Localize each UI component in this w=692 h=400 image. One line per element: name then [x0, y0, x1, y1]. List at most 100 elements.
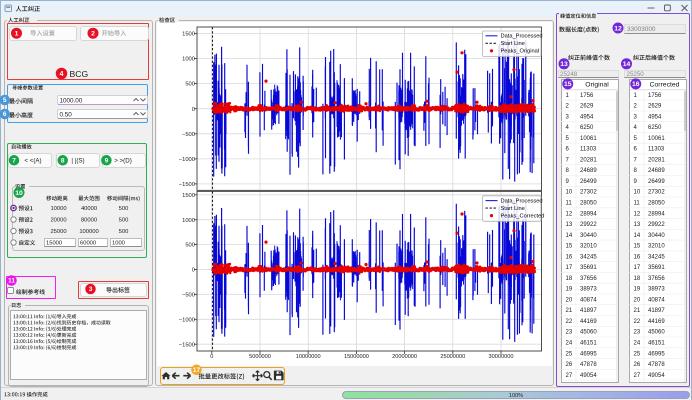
svg-text:7: 7 — [634, 157, 638, 163]
svg-text:10: 10 — [634, 190, 641, 196]
svg-text:10061: 10061 — [580, 136, 597, 142]
svg-text:6: 6 — [3, 111, 7, 118]
svg-text:25000: 25000 — [50, 229, 66, 235]
svg-text:BCG: BCG — [70, 69, 89, 79]
svg-text:12: 12 — [566, 211, 573, 217]
svg-text:25000000: 25000000 — [440, 354, 465, 360]
svg-text:7: 7 — [566, 157, 570, 163]
svg-text:11303: 11303 — [580, 147, 597, 153]
svg-text:1000: 1000 — [182, 57, 195, 63]
svg-text:500: 500 — [119, 218, 129, 224]
svg-text:10000000: 10000000 — [296, 354, 321, 360]
svg-text:27302: 27302 — [580, 190, 597, 196]
svg-text:10000: 10000 — [50, 206, 66, 212]
svg-text:7: 7 — [12, 158, 16, 165]
svg-text:17: 17 — [566, 265, 573, 271]
svg-text:10: 10 — [15, 190, 23, 197]
svg-text:34245: 34245 — [580, 254, 597, 260]
svg-text:3: 3 — [566, 114, 570, 120]
svg-text:46151: 46151 — [648, 341, 665, 347]
svg-text:Data_Processed: Data_Processed — [501, 198, 543, 204]
svg-text:500: 500 — [185, 243, 195, 249]
svg-text:| |(S): | |(S) — [71, 158, 84, 165]
svg-text:0.50: 0.50 — [60, 112, 73, 119]
svg-text:14: 14 — [566, 233, 573, 239]
svg-text:Peaks_Original: Peaks_Original — [501, 49, 540, 55]
svg-text:−500: −500 — [182, 293, 195, 299]
svg-text:45060: 45060 — [580, 330, 597, 336]
svg-text:6: 6 — [634, 147, 638, 153]
svg-text:8: 8 — [61, 158, 65, 165]
svg-text:4: 4 — [634, 125, 638, 131]
svg-text:35691: 35691 — [580, 265, 597, 271]
svg-text:−1000: −1000 — [179, 317, 195, 323]
svg-text:60000: 60000 — [80, 241, 96, 247]
svg-text:0: 0 — [192, 107, 195, 113]
svg-text:19: 19 — [634, 287, 641, 293]
svg-text:Original: Original — [585, 81, 609, 88]
svg-text:20000: 20000 — [50, 218, 66, 224]
svg-text:10: 10 — [566, 190, 573, 196]
svg-text:4954: 4954 — [580, 114, 594, 120]
svg-text:1: 1 — [566, 93, 570, 99]
svg-text:6250: 6250 — [648, 125, 662, 131]
svg-text:5: 5 — [566, 136, 570, 142]
svg-text:38973: 38973 — [580, 287, 597, 293]
svg-text:24: 24 — [566, 341, 573, 347]
svg-text:−500: −500 — [182, 132, 195, 138]
svg-text:37656: 37656 — [580, 276, 597, 282]
svg-text:15000: 15000 — [46, 241, 62, 247]
svg-text:32010: 32010 — [580, 244, 597, 250]
svg-text:3: 3 — [634, 114, 638, 120]
svg-text:6: 6 — [566, 147, 570, 153]
svg-text:12: 12 — [634, 211, 641, 217]
svg-text:5: 5 — [3, 97, 7, 104]
svg-text:25248: 25248 — [560, 71, 578, 78]
svg-text:20000000: 20000000 — [392, 354, 417, 360]
svg-text:13: 13 — [634, 222, 641, 228]
svg-text:18: 18 — [566, 276, 573, 282]
svg-text:Peaks_Corrected: Peaks_Corrected — [501, 213, 545, 219]
svg-text:41897: 41897 — [580, 308, 597, 314]
svg-text:4: 4 — [60, 70, 64, 78]
svg-text:2: 2 — [566, 104, 570, 110]
svg-text:27302: 27302 — [648, 190, 665, 196]
svg-text:< <(A): < <(A) — [24, 158, 41, 165]
svg-text:11: 11 — [8, 278, 15, 285]
svg-text:11: 11 — [566, 201, 573, 207]
svg-text:500: 500 — [185, 82, 195, 88]
svg-text:24689: 24689 — [580, 168, 597, 174]
svg-text:1756: 1756 — [580, 93, 594, 99]
svg-text:18: 18 — [634, 276, 641, 282]
svg-text:4954: 4954 — [648, 114, 662, 120]
svg-text:500: 500 — [119, 206, 129, 212]
svg-text:1756: 1756 — [648, 93, 662, 99]
svg-text:20281: 20281 — [580, 157, 597, 163]
svg-text:2: 2 — [634, 104, 638, 110]
svg-text:1000: 1000 — [182, 218, 195, 224]
svg-text:500: 500 — [119, 229, 129, 235]
svg-text:26: 26 — [566, 362, 573, 368]
svg-text:4: 4 — [566, 125, 570, 131]
svg-text:20: 20 — [566, 297, 573, 303]
svg-text:−1000: −1000 — [179, 157, 195, 163]
svg-text:23: 23 — [566, 330, 573, 336]
svg-text:1000: 1000 — [112, 241, 125, 247]
svg-text:21: 21 — [634, 308, 641, 314]
svg-text:> >(D): > >(D) — [114, 158, 132, 165]
svg-text:26499: 26499 — [648, 179, 665, 185]
svg-text:9: 9 — [105, 158, 109, 165]
svg-text:100%: 100% — [509, 393, 523, 399]
svg-text:16: 16 — [634, 254, 641, 260]
svg-text:1500: 1500 — [182, 193, 195, 199]
svg-text:Corrected: Corrected — [650, 81, 680, 88]
svg-text:15: 15 — [634, 244, 641, 250]
svg-text:33003000: 33003000 — [627, 26, 656, 33]
svg-text:14: 14 — [634, 233, 641, 239]
svg-text:3: 3 — [89, 286, 93, 293]
svg-text:26: 26 — [634, 362, 641, 368]
svg-text:1500: 1500 — [182, 32, 195, 38]
svg-text:11303: 11303 — [648, 147, 665, 153]
svg-text:5000000: 5000000 — [249, 354, 271, 360]
svg-text:0: 0 — [210, 354, 213, 360]
